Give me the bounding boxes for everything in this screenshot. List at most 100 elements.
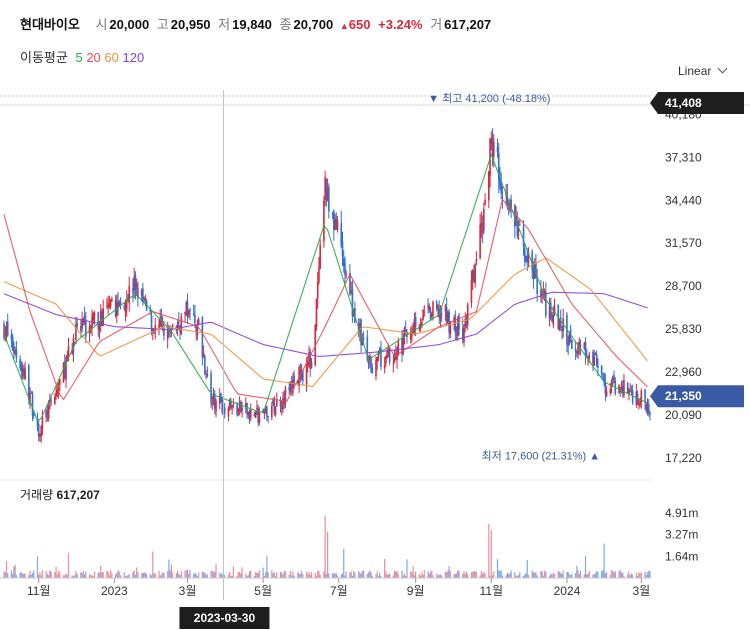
volume-bar [405,575,407,578]
candle-body [413,319,416,332]
volume-bar [428,573,430,578]
candle-body [149,308,152,312]
candle-body [288,387,290,391]
volume-bar [638,572,640,578]
volume-bar [19,572,21,578]
ma-60-line [3,258,648,388]
candle-body [536,276,538,294]
candle-body [297,381,299,384]
current-price-tag-label: 21,350 [665,389,702,403]
volume-bar [432,575,434,578]
candle-body [439,314,442,320]
volume-bar [80,572,82,578]
candle-body [24,368,26,380]
volume-bar [587,573,589,578]
volume-bar [92,575,94,578]
volume-bar [421,572,423,578]
volume-bar [370,571,372,578]
change-value: 650 [348,17,371,32]
candle-body [180,315,183,334]
candle-body [160,315,163,323]
candle-body [39,433,41,437]
volume-bar [302,573,304,578]
volume-bar [201,571,203,578]
candle-body [620,386,623,393]
candle-body [325,178,328,201]
volume-bar [284,571,287,578]
volume-bar [562,570,564,578]
volume-bar [567,572,569,578]
candle-body [496,147,499,153]
volume-bar [107,571,109,578]
volume-bar [154,573,156,578]
volume-bar [550,573,552,578]
candle-body [597,365,599,369]
ma-legend-120: 120 [122,50,145,65]
candle-body [497,153,500,181]
volume-bar [299,573,301,578]
volume-bar [257,572,259,578]
candle-body [649,412,651,415]
candle-body [171,324,174,328]
candle-body [125,299,128,309]
volume-bar [310,572,313,578]
volume-bar [482,573,484,578]
volume-bar [176,570,179,578]
candle-body [387,351,390,353]
volume-bar [48,574,50,578]
highest-annotation: ▼ 최고 41,200 (-48.18%) [428,92,550,105]
candle-body [192,313,195,315]
volume-bar [160,574,163,578]
volume-bar [186,569,189,578]
volume-bar [13,566,15,578]
scale-mode-dropdown[interactable]: Linear [678,63,728,78]
time-tick-label: 9월 [407,584,425,598]
candle-body [204,355,206,375]
candle-body [457,317,459,336]
volume-bar [613,572,615,578]
candle-body [81,321,83,329]
ma-legend-title: 이동평균 [20,50,68,65]
volume-bar [195,574,197,578]
volume-bar [362,570,365,578]
volume-bar [420,575,422,578]
volume-bar [317,570,319,578]
candle-body [114,300,117,316]
volume-bar [541,571,543,578]
candle-body [76,323,78,327]
volume-bar [292,571,294,578]
volume-bar [98,572,101,578]
volume-bar [71,575,73,578]
candle-body [447,311,449,323]
volume-bar [102,571,104,578]
candle-body [427,305,429,307]
candle-body [461,328,464,340]
volume-bar [413,574,416,578]
volume-bar [49,570,51,578]
candle-body [585,354,588,357]
candle-body [231,405,233,408]
volume-bar [640,572,642,578]
candle-body [396,353,398,361]
volume-bar [54,572,56,578]
volume-bar [618,571,620,578]
candle-body [10,334,13,340]
volume-bar [601,570,603,578]
candle-body [186,302,189,318]
volume-bar [224,575,226,578]
volume-bar [593,574,595,578]
candle-body [532,267,535,279]
candle-body [602,373,604,375]
candle-body [133,276,135,291]
candle-body [326,190,329,200]
volume-bar [291,575,293,578]
candle-body [341,241,344,257]
candle-body [516,221,519,236]
volume-bar [263,575,265,578]
volume-bar [463,571,465,578]
candle-body [367,361,370,364]
volume-bar [444,571,447,578]
moving-average-legend[interactable]: 이동평균 5 20 60 120 [20,47,144,66]
volume-label: 거 [430,17,443,32]
